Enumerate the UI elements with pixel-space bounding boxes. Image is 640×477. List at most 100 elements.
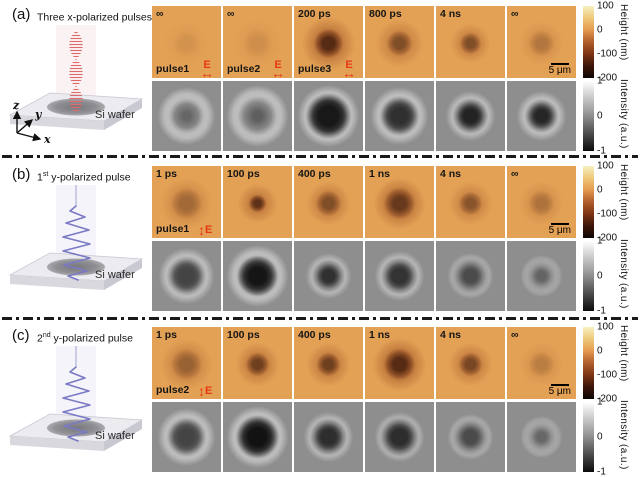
height-colorbar: [583, 327, 594, 399]
panel-label: (b): [12, 166, 31, 183]
time-delay-label: ∞: [511, 8, 519, 20]
pulse-number-label: pulse1: [156, 63, 190, 75]
e-field-label: E: [203, 59, 211, 71]
e-field-label: E: [205, 224, 213, 236]
schematic-drawing-a: z y x Si wafer: [8, 25, 144, 146]
panel-label: (a): [12, 6, 31, 23]
wafer-front-face: [10, 115, 104, 130]
intensity-colorbar: [583, 241, 594, 311]
time-delay-label: 400 ps: [298, 168, 331, 180]
height-map-image: 1 ps pulse2 ↕ E: [152, 327, 221, 399]
horizontal-double-arrow-icon: ↔: [271, 65, 285, 78]
colorbar-tick-label: -1: [597, 466, 606, 477]
pulse-number-label: pulse2: [227, 63, 261, 75]
e-field-horizontal-arrow: E ↔: [200, 59, 214, 79]
height-map-image: ∞ 5 μm: [507, 166, 576, 238]
height-map-image: 100 ps: [223, 327, 292, 399]
ablation-spot: [47, 419, 105, 437]
time-delay-label: 1 ps: [156, 168, 178, 180]
time-delay-label: 100 ps: [227, 329, 260, 341]
colorbar-tick-label: 0: [597, 24, 603, 36]
pulse-number-label: pulse1: [156, 223, 190, 235]
scale-bar: 5 μm: [549, 384, 571, 397]
pulse-number-label: pulse2: [156, 384, 190, 396]
height-axis-label: Height (nm): [618, 4, 629, 61]
image-grid-b: 1 ps pulse1 ↕ E 100 ps 400 ps 1 ns 4 ns ∞ 5 μm: [152, 166, 578, 311]
schematic-drawing-b: Si wafer: [8, 185, 144, 290]
time-delay-label: 4 ns: [440, 8, 462, 20]
wafer-label: Si wafer: [95, 269, 135, 281]
height-map-image: 200 ps pulse3 E ↔: [294, 6, 363, 78]
height-map-image: 800 ps: [365, 6, 434, 78]
scale-bar-label: 5 μm: [548, 65, 571, 76]
height-map-image: 4 ns: [436, 166, 505, 238]
e-field-label: E: [205, 385, 213, 397]
axis-x-label: x: [43, 133, 51, 146]
height-map-image: ∞ 5 μm: [507, 327, 576, 399]
colorbar-tick-label: 1: [597, 75, 603, 87]
wafer-side-face: [104, 259, 142, 290]
wafer-side-face: [104, 420, 142, 451]
intensity-map-image: [507, 81, 576, 151]
y-polarized-helix-pulse-icon: [62, 366, 91, 442]
time-delay-label: 100 ps: [227, 168, 260, 180]
schematic-drawing-c: Si wafer: [8, 346, 144, 451]
time-delay-label: 200 ps: [298, 8, 331, 20]
height-map-image: ∞ 5 μm: [507, 6, 576, 78]
intensity-map-image: [365, 402, 434, 472]
height-map-image: 400 ps: [294, 327, 363, 399]
ablation-spot: [47, 258, 105, 276]
height-map-image: ∞ pulse2 E ↔: [223, 6, 292, 78]
colorbar-tick-label: -100: [597, 208, 618, 220]
wafer-label: Si wafer: [95, 430, 135, 442]
intensity-map-image: [507, 402, 576, 472]
height-map-image: 4 ns: [436, 6, 505, 78]
colorbar-tick-label: -100: [597, 48, 618, 60]
schematic-c: (c) 2nd y-polarized pulse Si wafer: [0, 321, 152, 477]
panel-divider: [2, 317, 638, 320]
intensity-map-image: [294, 402, 363, 472]
colorbar-tick-label: 100: [597, 0, 614, 12]
panel-divider: [2, 155, 638, 158]
intensity-map-image: [223, 402, 292, 472]
time-delay-label: 4 ns: [440, 329, 462, 341]
panel-title: Three x-polarized pulses: [37, 11, 152, 24]
time-delay-label: 1 ns: [369, 168, 391, 180]
panel-a: (a) Three x-polarized pulses z y x: [0, 0, 640, 157]
colorbar-tick-label: -200: [597, 393, 618, 405]
intensity-map-image: [436, 241, 505, 311]
height-axis-label: Height (nm): [618, 325, 629, 382]
axes-triad-icon: [12, 110, 42, 142]
intensity-map-image: [152, 81, 221, 151]
horizontal-double-arrow-icon: ↔: [200, 65, 214, 78]
scale-bar-label: 5 μm: [548, 386, 571, 397]
time-delay-label: 1 ns: [369, 329, 391, 341]
time-delay-label: ∞: [511, 168, 519, 180]
colorbar-tick-label: -200: [597, 72, 618, 84]
colorbar-tick-label: 0: [597, 110, 603, 122]
colorbar-tick-label: 0: [597, 184, 603, 196]
height-map-image: 1 ps pulse1 ↕ E: [152, 166, 221, 238]
height-colorbar: [583, 6, 594, 78]
height-axis-label: Height (nm): [618, 164, 629, 221]
intensity-map-image: [436, 81, 505, 151]
time-delay-label: ∞: [156, 8, 164, 20]
height-map-image: 1 ns: [365, 327, 434, 399]
intensity-map-image: [152, 402, 221, 472]
colorbar-tick-label: 100: [597, 160, 614, 172]
intensity-colorbar: [583, 81, 594, 151]
scale-bar-label: 5 μm: [548, 225, 571, 236]
image-grid-c: 1 ps pulse2 ↕ E 100 ps 400 ps 1 ns 4 ns ∞ 5 μm: [152, 327, 578, 472]
intensity-axis-label: Intensity (a.u.): [618, 400, 629, 470]
intensity-map-image: [294, 241, 363, 311]
panel-title: 1st y-polarized pulse: [37, 171, 131, 184]
height-colorbar: [583, 166, 594, 238]
intensity-map-image: [365, 81, 434, 151]
e-field-horizontal-arrow: E ↔: [342, 59, 356, 79]
intensity-axis-label: Intensity (a.u.): [618, 239, 629, 309]
scale-bar-line: [550, 223, 569, 225]
colorbar-tick-label: 1: [597, 396, 603, 408]
e-field-label: E: [345, 59, 353, 71]
colorbar-tick-label: 0: [597, 270, 603, 282]
horizontal-double-arrow-icon: ↔: [342, 65, 356, 78]
